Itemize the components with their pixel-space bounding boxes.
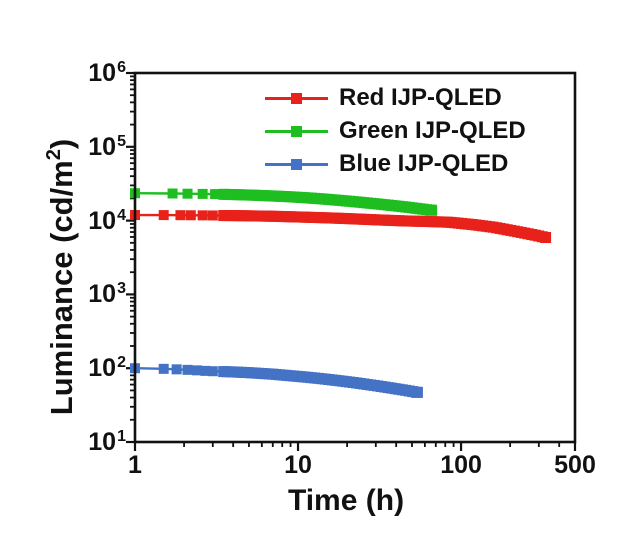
- y-tick-label-10e6: 106: [88, 59, 126, 87]
- legend-item-blue: Blue IJP-QLED: [265, 151, 508, 177]
- legend-line-marker-icon: [265, 92, 328, 104]
- y-tick-label-10e1: 101: [88, 428, 126, 456]
- legend-square-marker-icon: [291, 125, 302, 137]
- blue-marker: [171, 364, 182, 375]
- y-tick-label-10e3: 103: [88, 280, 126, 309]
- legend-item-green: Green IJP-QLED: [265, 118, 526, 144]
- y-tick-label-10e5: 105: [88, 132, 126, 161]
- green-marker: [210, 189, 221, 200]
- red-marker: [197, 210, 208, 221]
- legend-label: Red IJP-QLED: [339, 84, 502, 111]
- y-tick-label-10e2: 102: [88, 354, 126, 383]
- blue-marker: [158, 363, 169, 374]
- x-axis-title: Time (h): [287, 484, 405, 517]
- blue-marker: [411, 386, 423, 398]
- legend-item-red: Red IJP-QLED: [265, 85, 502, 111]
- plot-frame: [133, 71, 577, 444]
- legend-label: Green IJP-QLED: [339, 117, 526, 144]
- legend-line-marker-icon: [265, 125, 328, 137]
- series-green: [130, 188, 438, 216]
- red-marker: [185, 210, 196, 221]
- legend-square-marker-icon: [291, 92, 302, 104]
- series-red: [130, 210, 552, 244]
- red-marker: [540, 232, 552, 244]
- x-tick-label-1: 1: [128, 451, 142, 479]
- legend-label: Blue IJP-QLED: [339, 150, 509, 177]
- red-marker: [158, 210, 169, 221]
- blue-marker: [200, 365, 211, 376]
- y-tick-label-10e4: 104: [88, 206, 126, 235]
- blue-marker: [207, 366, 218, 377]
- x-tick-label-500: 500: [554, 451, 596, 479]
- red-marker: [175, 210, 186, 221]
- series-blue: [130, 363, 423, 398]
- legend-square-marker-icon: [291, 158, 302, 170]
- green-marker: [426, 204, 438, 216]
- green-marker: [182, 188, 193, 199]
- y-axis-title: Luminance (cd/m2): [43, 139, 79, 415]
- blue-marker: [191, 365, 202, 376]
- red-marker: [207, 210, 218, 221]
- legend-line-marker-icon: [265, 158, 328, 170]
- x-tick-label-10: 10: [284, 451, 312, 479]
- x-tick-label-100: 100: [440, 451, 482, 479]
- blue-marker: [182, 364, 193, 375]
- green-marker: [197, 188, 208, 199]
- green-marker: [167, 188, 178, 199]
